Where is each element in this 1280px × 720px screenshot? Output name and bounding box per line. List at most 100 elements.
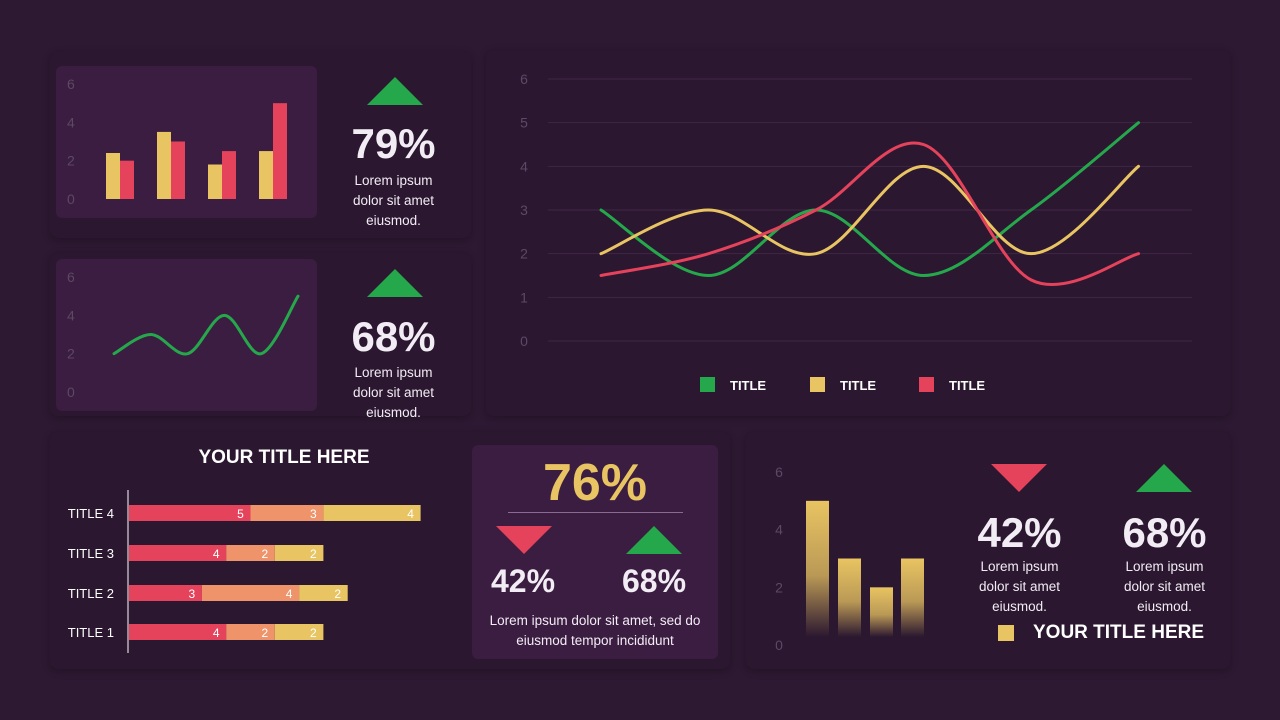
legend-swatch xyxy=(700,377,715,392)
hbar-chart: TITLE 1 4 2 2 TITLE 2 3 4 2 TITLE 3 4 2 2 TITLE 4 5 3 4 xyxy=(68,490,421,653)
y-tick-label: 4 xyxy=(67,114,75,130)
legend-label: TITLE xyxy=(730,378,766,393)
legend-swatch xyxy=(919,377,934,392)
kpi-text-line: Lorem ipsum xyxy=(1125,559,1204,574)
kpi-percent: 42% xyxy=(977,509,1062,556)
trend-up-icon xyxy=(626,526,682,554)
y-tick-label: 2 xyxy=(67,346,75,362)
gradient-bar-chart: 0 2 4 6 xyxy=(775,464,924,653)
kpi-text-line: dolor sit amet xyxy=(352,385,435,400)
kpi-text-line: dolor sit amet xyxy=(352,193,435,208)
series-line xyxy=(599,164,1140,256)
legend-label: TITLE xyxy=(949,378,985,393)
y-tick-label: 2 xyxy=(520,246,528,262)
bar-segment xyxy=(274,545,324,561)
legend-label: YOUR TITLE HERE xyxy=(1033,622,1205,643)
y-tick-label: 0 xyxy=(520,333,528,349)
data-label: 4 xyxy=(213,547,220,561)
y-tick-label: 1 xyxy=(520,289,528,305)
kpi-percent: 79% xyxy=(351,120,436,167)
category-label: TITLE 3 xyxy=(68,546,114,561)
data-label: 4 xyxy=(407,507,414,521)
y-tick-label: 0 xyxy=(775,637,783,653)
series-line xyxy=(599,121,1140,278)
bar xyxy=(901,558,924,637)
trend-up-icon xyxy=(1136,464,1192,492)
trend-down-icon xyxy=(496,526,552,554)
divider xyxy=(508,512,683,513)
y-tick-label: 0 xyxy=(67,384,75,400)
bar-segment xyxy=(129,585,202,601)
bar-segment xyxy=(323,505,421,521)
data-label: 3 xyxy=(189,587,196,601)
bar-segment xyxy=(274,624,324,640)
bar-segment xyxy=(226,545,275,561)
mini-line-chart: 0 2 4 6 xyxy=(67,269,300,400)
y-tick-label: 3 xyxy=(520,202,528,218)
bar xyxy=(806,500,829,637)
bar xyxy=(157,131,171,199)
bar xyxy=(208,164,222,199)
y-tick-label: 6 xyxy=(67,76,75,92)
data-label: 2 xyxy=(261,547,268,561)
data-label: 2 xyxy=(310,547,317,561)
data-label: 4 xyxy=(286,587,293,601)
kpi-description: Lorem ipsum dolor sit amet eiusmod. xyxy=(956,557,1083,617)
y-tick-label: 4 xyxy=(520,158,528,174)
legend-label: TITLE xyxy=(840,378,876,393)
bar xyxy=(120,160,134,199)
kpi-panel-mid: 0 2 4 6 68% Lorem ipsum dolor sit amet eius… xyxy=(50,253,471,420)
data-label: 2 xyxy=(334,587,341,601)
trend-down-icon xyxy=(991,464,1047,492)
y-tick-label: 4 xyxy=(67,307,75,323)
series-line xyxy=(112,294,300,356)
center-left-percent: 42% xyxy=(490,563,556,599)
center-kpi-card: 76% 42% 68% Lorem ipsum dolor sit amet, … xyxy=(472,445,718,659)
data-label: 5 xyxy=(237,507,244,521)
kpi-text-line: eiusmod. xyxy=(992,599,1047,614)
y-tick-label: 6 xyxy=(67,269,75,285)
center-text-line: eiusmod tempor incididunt xyxy=(516,633,674,648)
category-label: TITLE 1 xyxy=(68,625,114,640)
kpi-text-line: Lorem ipsum xyxy=(354,173,433,188)
y-tick-label: 6 xyxy=(775,464,783,480)
bar-segment xyxy=(129,505,251,521)
y-tick-label: 2 xyxy=(775,579,783,595)
category-label: TITLE 4 xyxy=(68,506,114,521)
y-tick-label: 5 xyxy=(520,115,528,131)
center-text-line: Lorem ipsum dolor sit amet, sed do xyxy=(489,613,701,628)
bar xyxy=(838,558,861,637)
data-label: 3 xyxy=(310,507,317,521)
kpi-text-line: Lorem ipsum xyxy=(354,365,433,380)
y-tick-label: 4 xyxy=(775,522,783,538)
hbar-panel: YOUR TITLE HERE TITLE 1 4 2 2 TITLE 2 3 4 2 TITL… xyxy=(50,432,730,669)
bar xyxy=(273,103,287,199)
mini-bar-chart: 0 2 4 6 xyxy=(67,76,287,207)
y-tick-label: 0 xyxy=(67,191,75,207)
bar-segment xyxy=(250,505,324,521)
kpi-panel-top: 0 2 4 6 79% Lorem ipsum dolor sit amet eius… xyxy=(50,52,471,238)
series-line xyxy=(599,141,1140,287)
bar-segment xyxy=(201,585,300,601)
trend-up-icon xyxy=(367,77,423,105)
kpi-text-line: dolor sit amet xyxy=(1123,579,1206,594)
kpi-text-line: dolor sit amet xyxy=(978,579,1061,594)
kpi-text-line: eiusmod. xyxy=(1137,599,1192,614)
trend-up-icon xyxy=(367,269,423,297)
mini-bar-chart-area: 0 2 4 6 xyxy=(56,66,317,218)
kpi-text-line: Lorem ipsum xyxy=(980,559,1059,574)
mini-line-chart-area: 0 2 4 6 xyxy=(56,259,317,411)
main-line-chart-panel: 0 1 2 3 4 5 6 TITLE TITLE TITLE xyxy=(486,50,1230,416)
gradient-bar-panel: 0 2 4 6 42% Lorem ipsum dolor sit amet eius… xyxy=(746,432,1230,669)
bar-segment xyxy=(226,624,275,640)
kpi-text-line: eiusmod. xyxy=(366,405,421,420)
kpi-percent: 68% xyxy=(351,313,436,360)
bar xyxy=(106,153,120,199)
bar xyxy=(222,151,236,199)
legend-swatch-yellow xyxy=(998,625,1014,641)
bar-segment xyxy=(129,624,227,640)
kpi-percent: 68% xyxy=(1122,509,1207,556)
category-label: TITLE 2 xyxy=(68,586,114,601)
legend-swatch xyxy=(810,377,825,392)
center-main-percent: 76% xyxy=(542,454,648,512)
